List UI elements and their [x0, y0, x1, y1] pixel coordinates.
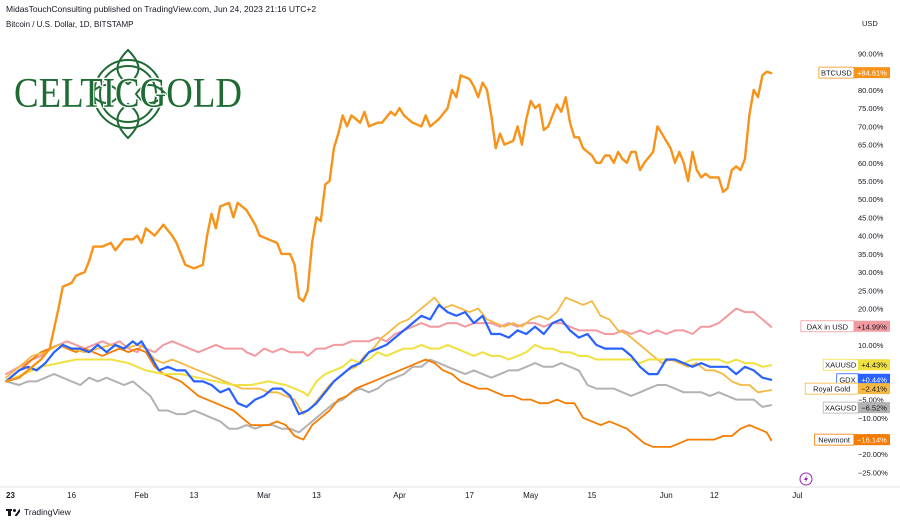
label-value: −2.41% [861, 385, 887, 394]
logo-text: CELTICGOLD [14, 71, 242, 117]
label-value-box [858, 402, 890, 414]
price-label-xauusd: XAUUSD +4.43% [822, 358, 890, 371]
label-value: +0.44% [861, 375, 887, 384]
y-tick-label: 50.00% [858, 195, 884, 204]
label-value: +4.43% [861, 361, 887, 370]
x-tick-label: 13 [312, 491, 321, 500]
symbol-title: Bitcoin / U.S. Dollar, 1D, BITSTAMP [6, 20, 134, 29]
x-tick-label: Mar [257, 491, 271, 500]
label-name: XAGUSD [825, 404, 857, 413]
price-label-btcusd: BTCUSD +84.61% [818, 66, 890, 79]
price-labels: BTCUSD +84.61% DAX in USD +14.99% XAUUSD +4.4… [800, 66, 890, 446]
label-value: +14.99% [857, 322, 887, 331]
y-axis: 90.00%85.00%80.00%75.00%70.00%65.00%60.0… [858, 50, 888, 478]
label-name: DAX in USD [807, 322, 849, 331]
price-label-dax-in-usd: DAX in USD +14.99% [800, 320, 890, 333]
series-line-xauusd [5, 343, 773, 397]
label-value: −6.52% [861, 404, 887, 413]
lightning-icon[interactable] [799, 472, 813, 486]
label-name: BTCUSD [821, 69, 852, 78]
x-tick-label: Jun [660, 491, 673, 500]
tradingview-footer[interactable]: TradingView [6, 507, 71, 517]
x-tick-label: 16 [67, 491, 76, 500]
y-tick-label: 45.00% [858, 213, 884, 222]
tradingview-logo-icon [6, 508, 20, 517]
x-tick-label: 15 [587, 491, 596, 500]
series-line-royal-gold [5, 296, 773, 415]
label-value-box [853, 434, 890, 446]
x-tick-label: 12 [710, 491, 719, 500]
label-value-box [853, 67, 890, 79]
y-tick-label: −20.00% [858, 450, 888, 459]
tradingview-brand: TradingView [24, 507, 71, 517]
y-tick-label: −25.00% [858, 468, 888, 477]
label-name: Newmont [818, 436, 851, 445]
label-value: −16.14% [857, 436, 887, 445]
x-tick-label: Feb [135, 491, 149, 500]
price-label-newmont: Newmont −16.14% [814, 433, 890, 446]
label-name: GDX [839, 375, 855, 384]
series-layer [4, 70, 773, 448]
y-tick-label: 25.00% [858, 286, 884, 295]
label-value-box [853, 320, 890, 332]
y-tick-label: 90.00% [858, 50, 884, 59]
label-value-box [858, 359, 890, 371]
y-tick-label: 35.00% [858, 250, 884, 259]
y-tick-label: −5.00% [858, 396, 884, 405]
series-line-btcusd [4, 70, 773, 383]
y-tick-label: 55.00% [858, 177, 884, 186]
series-line-dax-in-usd [5, 307, 773, 376]
y-tick-label: 30.00% [858, 268, 884, 277]
price-label-royal-gold: Royal Gold −2.41% [804, 382, 890, 395]
y-tick-label: 20.00% [858, 305, 884, 314]
publisher-line: MidasTouchConsulting published on Tradin… [6, 4, 317, 14]
label-value-box [858, 373, 890, 385]
y-axis-unit: USD [862, 19, 878, 28]
x-tick-label: 17 [465, 491, 474, 500]
x-tick-label: 13 [190, 491, 199, 500]
y-tick-label: 80.00% [858, 86, 884, 95]
price-label-xagusd: XAGUSD −6.52% [822, 401, 890, 414]
series-line-gdx [4, 303, 773, 416]
y-tick-label: −10.00% [858, 414, 888, 423]
x-tick-label: May [523, 491, 538, 500]
label-value-box [858, 383, 890, 395]
y-tick-label: 10.00% [858, 341, 884, 350]
label-name: XAUUSD [825, 361, 857, 370]
x-tick-label: 23 [6, 491, 15, 500]
label-name: Royal Gold [813, 385, 850, 394]
x-axis: 23 16 Feb 13 Mar 13 Apr 17 May 15 Jun 12 Jul [0, 486, 900, 500]
y-tick-label: 75.00% [858, 104, 884, 113]
label-value: +84.61% [857, 69, 887, 78]
y-tick-label: 70.00% [858, 122, 884, 131]
celticgold-logo: CELTICGOLD [13, 48, 243, 140]
x-tick-label: Jul [792, 491, 802, 500]
y-tick-label: 40.00% [858, 232, 884, 241]
y-tick-label: 60.00% [858, 159, 884, 168]
series-line-newmont [5, 344, 773, 448]
y-tick-label: 65.00% [858, 141, 884, 150]
x-tick-label: Apr [393, 491, 406, 500]
series-line-xagusd [5, 358, 773, 434]
